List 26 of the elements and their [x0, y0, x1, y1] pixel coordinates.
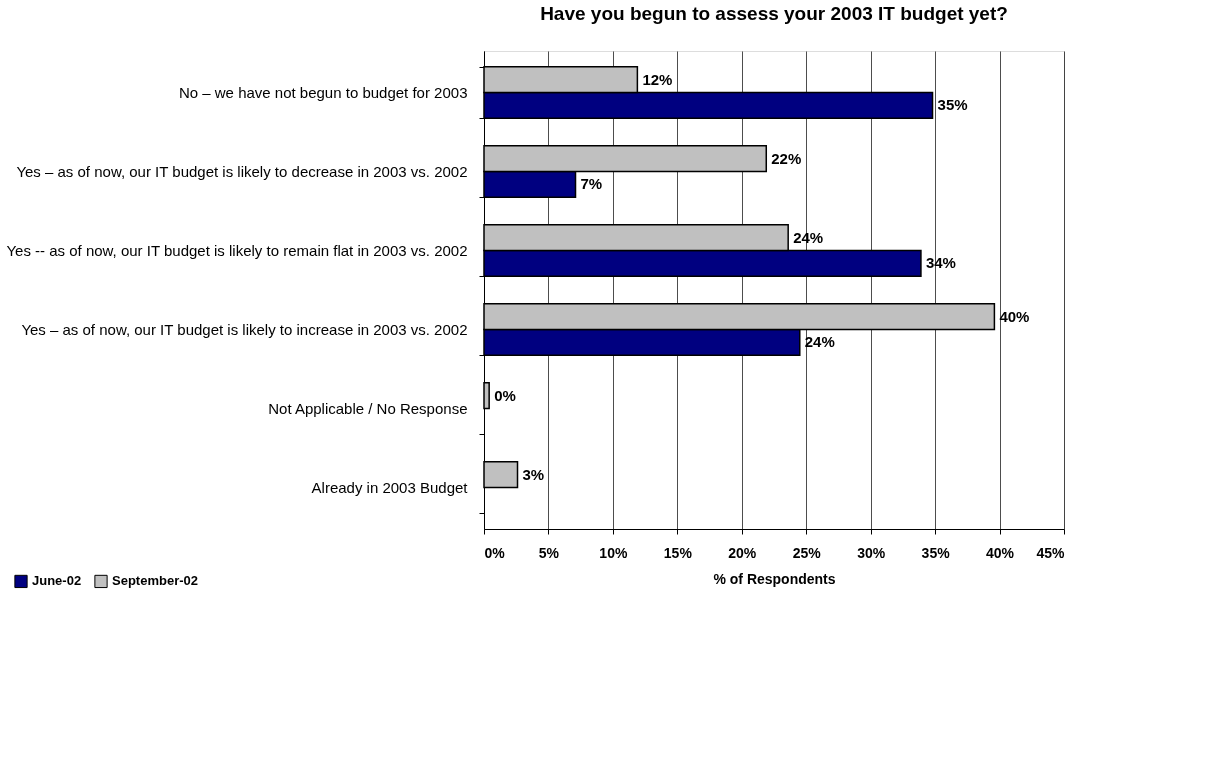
x-tick-label: 45%	[1036, 544, 1066, 561]
x-tick-label: 35%	[921, 544, 951, 561]
x-tick-label: 25%	[792, 544, 822, 561]
x-tick-label: 30%	[857, 544, 886, 561]
y-tick-label: Already in 2003 Budget	[311, 479, 469, 497]
x-tick-label: 40%	[986, 544, 1015, 561]
y-tick-label: Yes -- as of now, our IT budget is likely to remain flat in 2003 vs. 2002	[6, 242, 468, 259]
legend-label: June-02	[32, 573, 82, 589]
y-tick-label: Not Applicable / No Response	[268, 400, 468, 418]
data-label: 12%	[642, 70, 673, 88]
x-tick-label: 0%	[484, 544, 506, 561]
y-tick-label: Yes – as of now, our IT budget is likely to increase in 2003 vs. 2002	[21, 321, 468, 338]
x-tick-label: 15%	[663, 544, 693, 561]
data-label: 3%	[522, 465, 545, 483]
x-tick-label: 10%	[599, 544, 628, 561]
legend-label: September-02	[112, 573, 198, 589]
x-axis-title: % of Respondents	[713, 570, 836, 587]
data-label: 7%	[580, 175, 603, 193]
chart-title: Have you begun to assess your 2003 IT budget yet?	[540, 3, 1008, 24]
data-label: 35%	[937, 96, 968, 114]
y-tick-label: Yes – as of now, our IT budget is likely to decrease in 2003 vs. 2002	[16, 162, 468, 180]
y-tick-label: No – we have not begun to budget for 2003	[178, 83, 468, 101]
data-label: 0%	[494, 386, 516, 404]
data-label: 22%	[771, 149, 802, 167]
x-tick-label: 5%	[538, 544, 560, 561]
x-tick-label: 20%	[728, 544, 757, 561]
